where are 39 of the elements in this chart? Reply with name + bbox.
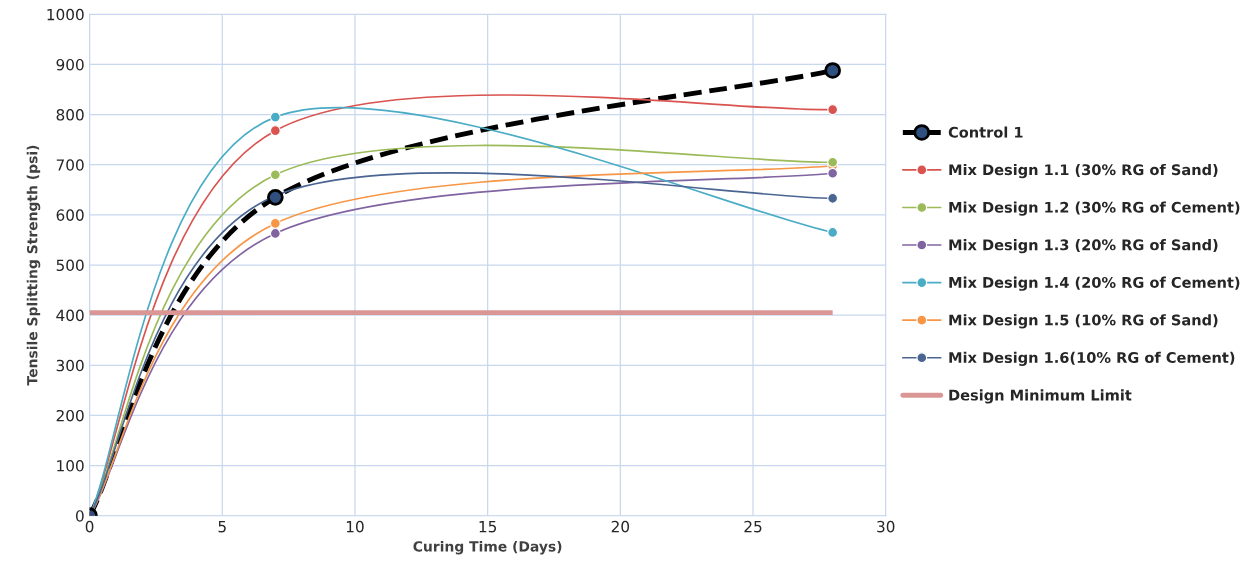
- y-tick-label: 300: [56, 359, 84, 372]
- x-tick-label: 15: [479, 521, 497, 533]
- point: [269, 169, 281, 181]
- y-axis-title: Tensile Splitting Strength (psi): [26, 145, 41, 386]
- point: [267, 188, 284, 206]
- x-tick-label: 30: [877, 520, 895, 533]
- legend-label: Design Minimum Limit: [949, 389, 1132, 404]
- y-tick-label: 400: [56, 309, 84, 322]
- legend-label: Mix Design 1.4 (20% RG of Cement): [949, 276, 1240, 291]
- y-tick-label: 0: [75, 510, 84, 522]
- y-tick-label: 900: [56, 58, 84, 71]
- point: [269, 111, 281, 123]
- y-tick-label: 500: [56, 259, 84, 272]
- point: [827, 192, 839, 204]
- point: [269, 217, 281, 229]
- legend-label: Mix Design 1.3 (20% RG of Sand): [949, 239, 1218, 254]
- y-tick-label: 800: [56, 109, 84, 121]
- x-tick-label: 10: [346, 520, 364, 533]
- y-tick-label: 1000: [47, 8, 84, 21]
- x-tick-label: 0: [85, 520, 94, 533]
- legend-label: Control 1: [948, 126, 1023, 138]
- y-tick-label: 700: [56, 159, 84, 171]
- legend-label: Mix Design 1.6(10% RG of Cement): [949, 351, 1235, 366]
- legend-label: Mix Design 1.1 (30% RG of Sand): [949, 163, 1218, 179]
- y-tick-label: 100: [57, 460, 84, 472]
- legend-label: Mix Design 1.2 (30% RG of Cement): [949, 201, 1240, 216]
- point: [824, 62, 841, 79]
- point: [827, 104, 839, 116]
- x-axis-title: Curing Time (Days): [413, 540, 562, 555]
- legend-label: Mix Design 1.5 (10% RG of Sand): [949, 314, 1218, 329]
- x-tick-label: 20: [611, 520, 630, 533]
- x-tick-label: 25: [744, 520, 762, 533]
- y-tick-label: 600: [56, 209, 84, 221]
- point: [827, 167, 839, 179]
- point: [827, 156, 839, 168]
- x-tick-label: 5: [218, 521, 226, 533]
- y-tick-label: 200: [56, 409, 84, 422]
- point: [827, 227, 839, 238]
- point: [269, 228, 281, 239]
